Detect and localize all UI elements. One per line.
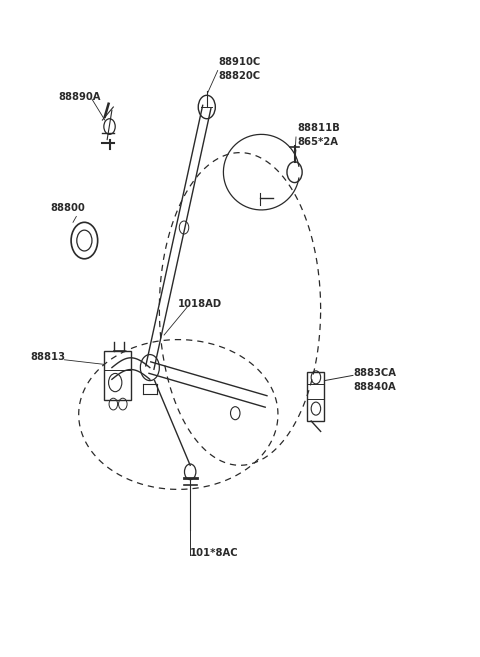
Bar bbox=[104, 351, 132, 400]
Text: 88910C: 88910C bbox=[219, 57, 261, 66]
Text: 101*8AC: 101*8AC bbox=[190, 548, 239, 558]
Text: 88840A: 88840A bbox=[354, 382, 396, 392]
Text: 865*2A: 865*2A bbox=[297, 137, 338, 147]
Text: 88813: 88813 bbox=[30, 352, 65, 363]
Text: 8883CA: 8883CA bbox=[354, 368, 397, 378]
Text: 88890A: 88890A bbox=[59, 92, 101, 102]
Text: 1018AD: 1018AD bbox=[178, 299, 221, 309]
Text: 88811B: 88811B bbox=[297, 123, 340, 133]
Bar bbox=[307, 372, 324, 421]
Text: 88820C: 88820C bbox=[219, 71, 261, 81]
Text: 88800: 88800 bbox=[50, 202, 85, 213]
